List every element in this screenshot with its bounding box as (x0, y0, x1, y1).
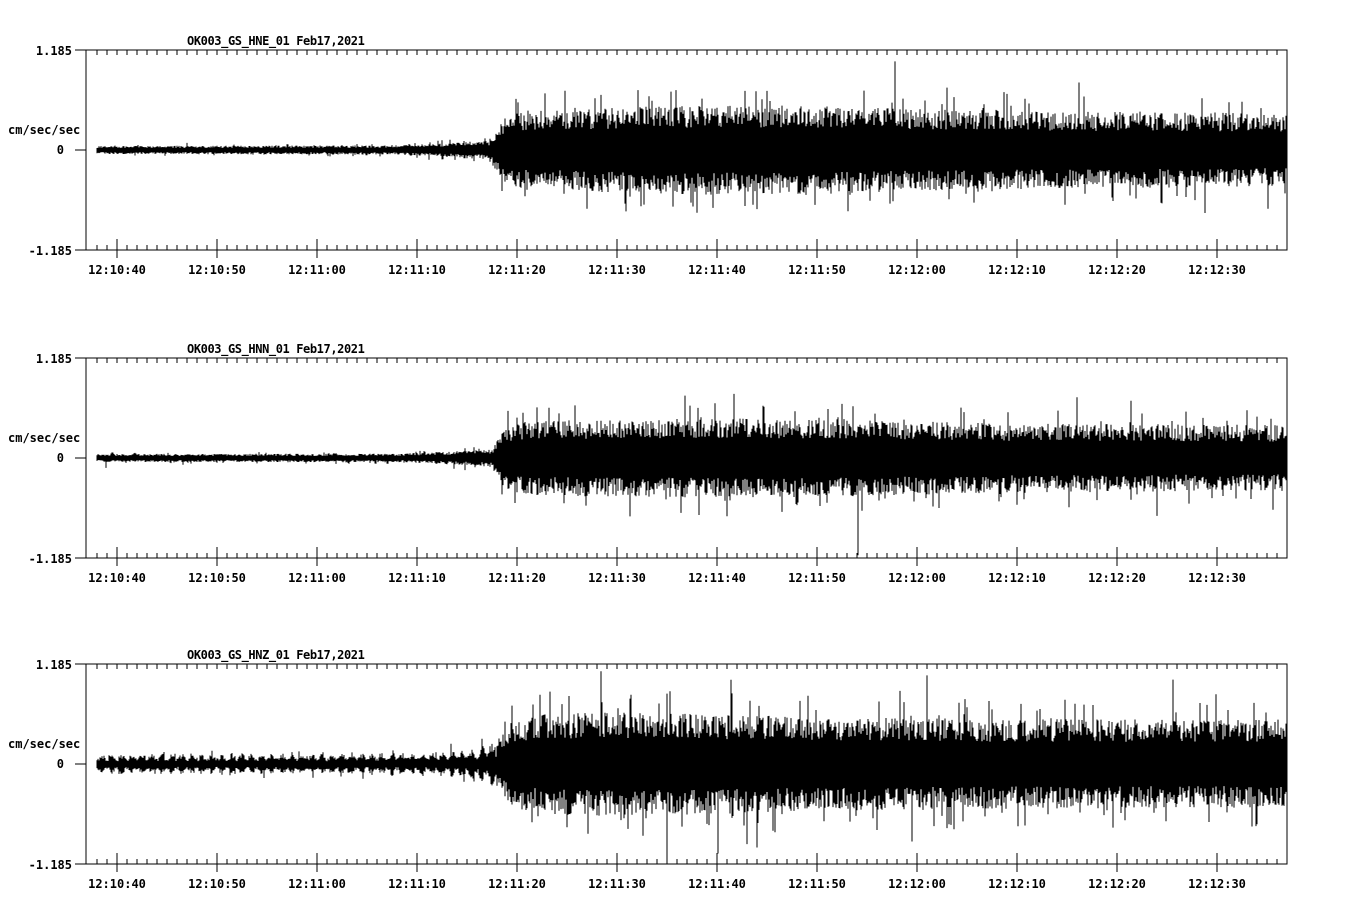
channel-plot-hne: OK003_GS_HNE_01 Feb17,2021 1.185 0 -1.185 cm… (8, 34, 1288, 277)
x-tick-label: 12:11:40 (688, 263, 746, 277)
notable-spikes-hnn (536, 395, 1078, 517)
minor-ticks (96, 358, 1288, 558)
x-tick-label: 12:11:30 (588, 571, 646, 585)
notable-spikes-hnz (600, 671, 1174, 864)
x-tick-label: 12:12:20 (1088, 877, 1146, 891)
x-tick-label: 12:11:50 (788, 877, 846, 891)
x-tick-label: 12:10:50 (188, 571, 246, 585)
y-tick-label-zero: 0 (57, 757, 64, 771)
x-tick-label: 12:11:40 (688, 571, 746, 585)
x-tick-label: 12:10:40 (88, 877, 146, 891)
x-tick-label: 12:12:00 (888, 571, 946, 585)
x-tick-label: 12:11:50 (788, 571, 846, 585)
y-axis-unit-label: cm/sec/sec (8, 431, 80, 445)
major-ticks (116, 853, 1218, 872)
channel-plot-hnz: OK003_GS_HNZ_01 Feb17,2021 1.185 0 -1.185 cm… (8, 648, 1288, 891)
minor-ticks (96, 50, 1288, 250)
plot-title: OK003_GS_HNE_01 Feb17,2021 (187, 34, 365, 49)
waveform-hnz (96, 679, 1288, 845)
y-tick-label-zero: 0 (57, 143, 64, 157)
x-tick-label: 12:11:20 (488, 877, 546, 891)
x-tick-label: 12:12:30 (1188, 263, 1246, 277)
channel-plot-hnn: OK003_GS_HNN_01 Feb17,2021 1.185 0 -1.185 cm… (8, 342, 1288, 585)
waveform-hnn (96, 393, 1288, 556)
x-tick-label: 12:11:10 (388, 263, 446, 277)
y-tick-label-min: -1.185 (29, 858, 72, 872)
x-tick-label: 12:11:20 (488, 263, 546, 277)
x-tick-label: 12:11:40 (688, 877, 746, 891)
x-tick-label: 12:11:30 (588, 877, 646, 891)
x-tick-label: 12:11:20 (488, 571, 546, 585)
x-tick-label: 12:11:10 (388, 571, 446, 585)
y-tick-label-max: 1.185 (36, 44, 72, 58)
x-tick-label: 12:10:40 (88, 571, 146, 585)
waveform-hne (96, 61, 1288, 213)
x-tick-label: 12:11:30 (588, 263, 646, 277)
y-axis-level-dashes (75, 357, 86, 559)
plot-title: OK003_GS_HNN_01 Feb17,2021 (187, 342, 365, 357)
x-tick-label: 12:12:20 (1088, 263, 1146, 277)
y-axis-level-dashes (75, 49, 86, 251)
x-tick-label: 12:10:50 (188, 877, 246, 891)
y-tick-label-zero: 0 (57, 451, 64, 465)
y-tick-label-max: 1.185 (36, 658, 72, 672)
y-axis-unit-label: cm/sec/sec (8, 737, 80, 751)
x-tick-label: 12:12:00 (888, 263, 946, 277)
x-tick-label: 12:12:00 (888, 877, 946, 891)
x-tick-label: 12:12:10 (988, 263, 1046, 277)
x-tick-label: 12:11:00 (288, 263, 346, 277)
x-tick-label: 12:12:30 (1188, 571, 1246, 585)
major-ticks (116, 547, 1218, 566)
x-tick-label: 12:11:00 (288, 877, 346, 891)
y-axis-level-dashes (75, 663, 86, 865)
x-tick-label: 12:12:10 (988, 571, 1046, 585)
x-tick-label: 12:10:50 (188, 263, 246, 277)
x-tick-label: 12:11:00 (288, 571, 346, 585)
x-tick-label: 12:12:20 (1088, 571, 1146, 585)
y-tick-label-min: -1.185 (29, 552, 72, 566)
notable-spikes-hne (692, 82, 1080, 210)
y-tick-label-min: -1.185 (29, 244, 72, 258)
minor-ticks (96, 664, 1288, 864)
y-tick-label-max: 1.185 (36, 352, 72, 366)
x-tick-label: 12:10:40 (88, 263, 146, 277)
x-tick-label: 12:12:10 (988, 877, 1046, 891)
x-tick-label: 12:11:10 (388, 877, 446, 891)
plot-title: OK003_GS_HNZ_01 Feb17,2021 (187, 648, 365, 663)
y-axis-unit-label: cm/sec/sec (8, 123, 80, 137)
x-tick-label: 12:12:30 (1188, 877, 1246, 891)
major-ticks (116, 239, 1218, 258)
x-tick-label: 12:11:50 (788, 263, 846, 277)
